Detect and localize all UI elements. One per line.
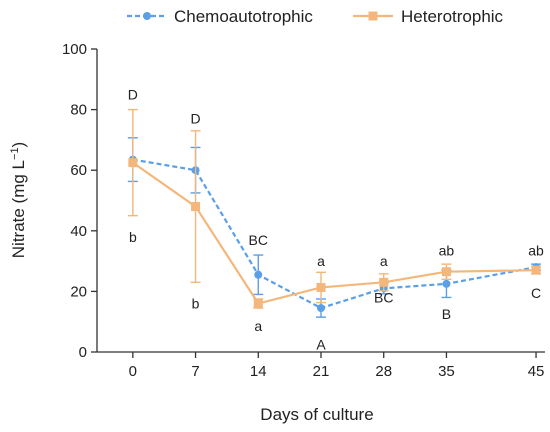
data-point [317,304,325,313]
y-axis-title: Nitrate (mg L−1) [9,142,28,258]
y-axis-title-end: ) [9,142,28,148]
significance-letter: b [129,229,137,245]
data-point [441,267,451,277]
series-chemoautotrophic [127,137,542,318]
legend-label: Heterotrophic [401,7,504,26]
x-axis-title: Days of culture [260,405,373,424]
legend-item-chemoautotrophic: Chemoautotrophic [127,7,313,26]
significance-letter: ab [439,242,455,258]
y-tick-label: 40 [70,223,87,240]
legend: Chemoautotrophic Heterotrophic [127,7,504,26]
data-point [379,277,389,287]
legend-item-heterotrophic: Heterotrophic [353,7,504,26]
y-tick-label: 100 [62,41,87,58]
significance-letter: D [190,111,200,127]
series-layer [127,108,542,318]
significance-letter: b [192,296,200,312]
significance-letter: ab [528,242,544,258]
data-point [191,202,201,212]
significance-letter: D [128,86,138,102]
x-tick-label: 7 [191,363,199,380]
legend-label: Chemoautotrophic [174,7,313,26]
significance-letter: a [380,253,388,269]
significance-letter: a [317,253,325,269]
significance-letter: BC [374,289,393,305]
x-tick-label: 45 [528,363,545,380]
x-tick-label: 35 [438,363,455,380]
significance-letter: C [531,285,541,301]
axes: 0 20 40 60 80 100 0 7 14 21 28 35 45 [62,41,545,380]
y-tick-label: 0 [79,344,87,361]
legend-marker [143,12,151,20]
y-tick-label: 20 [70,283,87,300]
significance-letter: B [442,306,451,322]
significance-letter: A [316,336,326,352]
x-tick-label: 14 [250,363,267,380]
data-point [253,299,263,309]
data-point [254,270,263,279]
significance-letter: BC [249,232,268,248]
x-tick-label: 28 [375,363,392,380]
data-point [128,158,138,168]
x-tick-label: 21 [313,363,330,380]
data-point [531,265,541,275]
series-heterotrophic [127,108,542,309]
y-axis-title-main: Nitrate (mg L [9,160,28,258]
data-point [316,282,326,292]
legend-marker [368,11,378,21]
y-tick-label: 60 [70,162,87,179]
significance-letter: a [254,318,262,334]
x-tick-label: 0 [129,363,137,380]
y-axis-title-sup: −1 [9,147,21,160]
y-tick-label: 80 [70,102,87,119]
data-point [442,279,451,288]
